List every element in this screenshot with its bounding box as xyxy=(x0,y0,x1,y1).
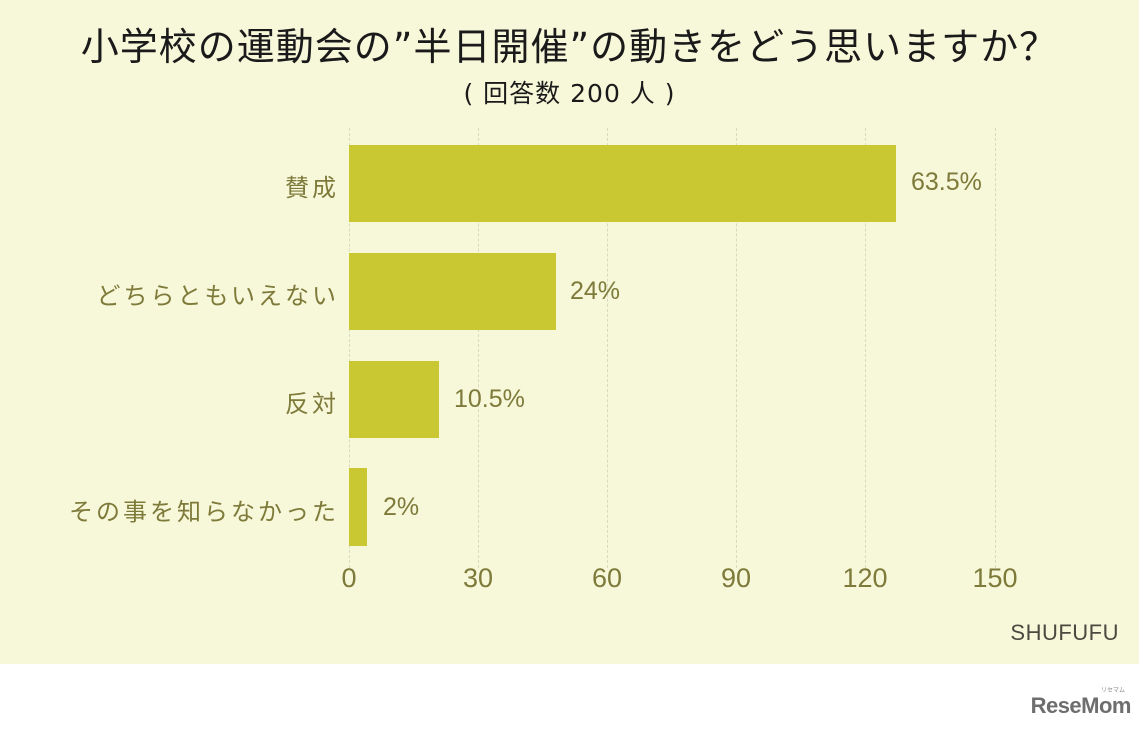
x-tick-label: 90 xyxy=(720,563,752,593)
plot-area: 賛成 どちらともいえない 反対 その事を知らなかった 63.5% 24% 10.… xyxy=(69,128,1018,593)
chart-panel: 小学校の運動会の”半日開催”の動きをどう思いますか？ ( 回答数 200 人 )… xyxy=(0,0,1139,664)
source-credit: SHUFUFU xyxy=(1010,620,1119,645)
x-tick-label: 120 xyxy=(842,563,888,593)
category-label: どちらともいえない xyxy=(96,282,339,310)
value-label: 63.5% xyxy=(911,168,982,196)
bar-hantai xyxy=(349,361,439,438)
bar-dochiratomo xyxy=(349,253,556,330)
chart-subtitle: ( 回答数 200 人 ) xyxy=(463,79,676,108)
x-tick-label: 30 xyxy=(462,563,494,593)
gridline-30 xyxy=(478,128,479,568)
chart-title: 小学校の運動会の”半日開催”の動きをどう思いますか？ xyxy=(80,25,1059,69)
gridline-150 xyxy=(995,128,996,568)
x-tick-label: 150 xyxy=(972,563,1018,593)
category-label: その事を知らなかった xyxy=(69,498,339,526)
gridline-60 xyxy=(607,128,608,568)
category-label: 賛成 xyxy=(285,174,339,202)
resemom-logo: ReseMom xyxy=(1030,693,1132,718)
value-label: 24% xyxy=(570,277,621,305)
value-label: 2% xyxy=(383,493,420,521)
gridline-120 xyxy=(865,128,866,568)
gridline-0 xyxy=(349,128,350,568)
bar-sansei xyxy=(349,145,896,222)
value-label: 10.5% xyxy=(454,385,525,413)
gridline-90 xyxy=(736,128,737,568)
logo-kana: リセマム xyxy=(1100,687,1125,694)
bar-shiranakatta xyxy=(349,468,367,546)
category-label: 反対 xyxy=(285,390,339,418)
x-tick-label: 60 xyxy=(591,563,623,593)
x-tick-label: 0 xyxy=(341,563,357,593)
